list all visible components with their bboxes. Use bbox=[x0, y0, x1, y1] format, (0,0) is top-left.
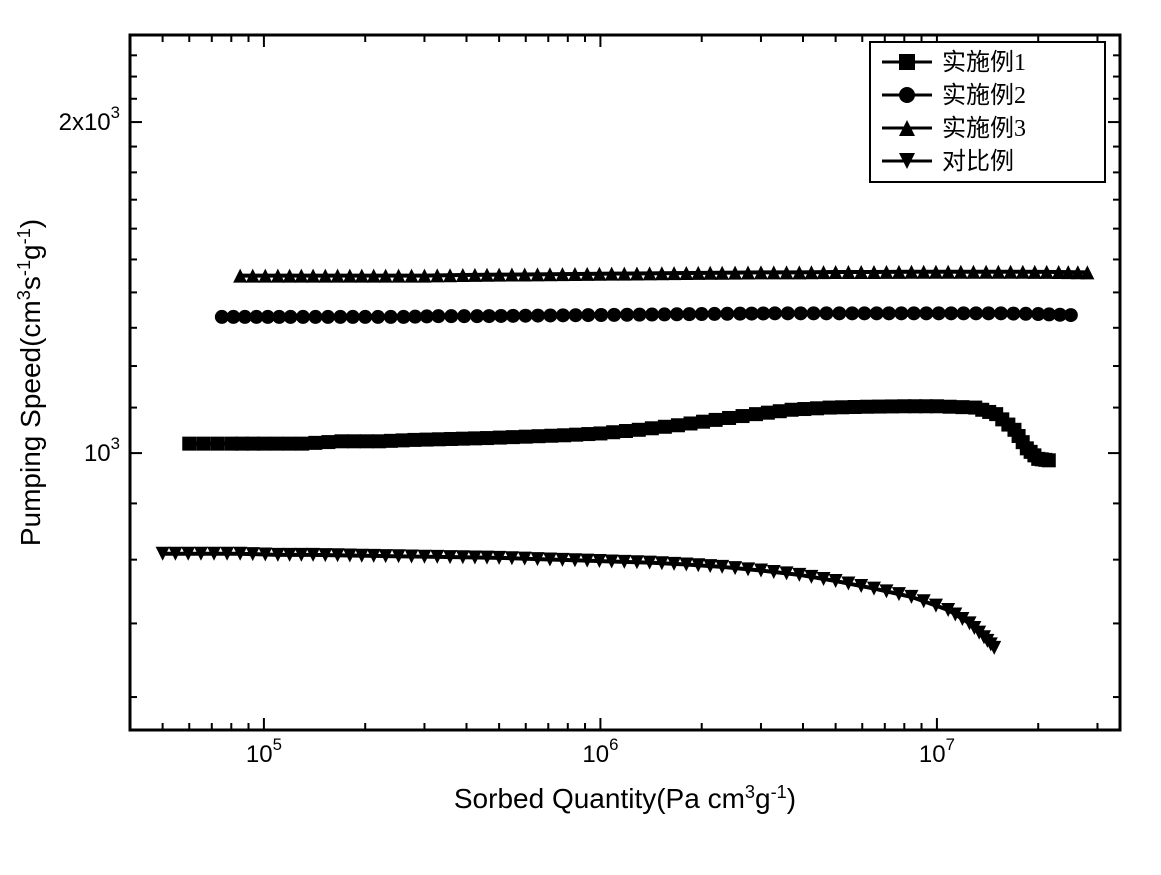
series-1 bbox=[215, 306, 1078, 324]
y-axis-label: Pumping Speed(cm3s-1g-1) bbox=[14, 219, 46, 546]
chart-container: 105 106 107 103 2x103 Sorbed Quantity(Pa cm3g… bbox=[0, 0, 1161, 875]
x-axis-label: Sorbed Quantity(Pa cm3g-1) bbox=[454, 782, 796, 814]
svg-text:103: 103 bbox=[84, 434, 120, 467]
svg-text:2x103: 2x103 bbox=[59, 103, 120, 136]
svg-text:105: 105 bbox=[246, 735, 282, 768]
series-0 bbox=[182, 399, 1056, 467]
series-2 bbox=[233, 265, 1094, 283]
chart-svg: 105 106 107 103 2x103 Sorbed Quantity(Pa cm3g… bbox=[0, 0, 1161, 875]
legend-label: 实施例3 bbox=[942, 115, 1026, 142]
legend-label: 实施例1 bbox=[942, 49, 1026, 76]
series-3 bbox=[156, 547, 1002, 655]
legend: 实施例1 实施例2 实施例3 对比例 bbox=[870, 42, 1105, 182]
legend-label: 对比例 bbox=[942, 148, 1014, 175]
svg-text:106: 106 bbox=[582, 735, 618, 768]
svg-text:107: 107 bbox=[919, 735, 955, 768]
legend-label: 实施例2 bbox=[942, 82, 1026, 109]
